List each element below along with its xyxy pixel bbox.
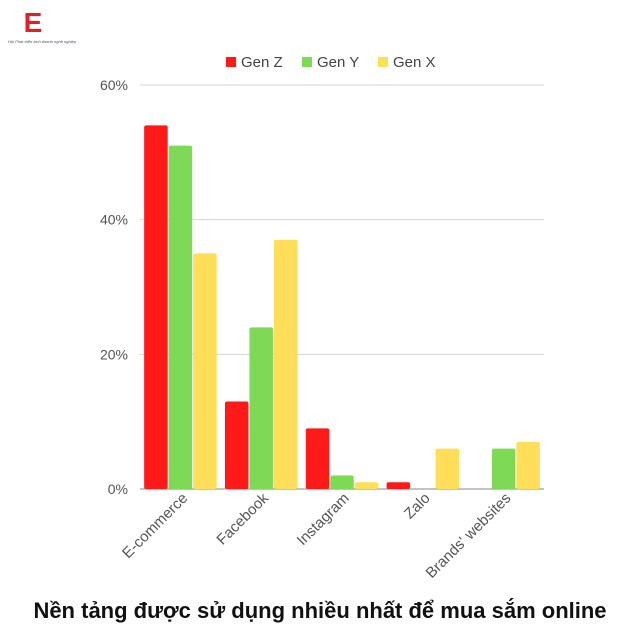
chart-legend: Gen Z Gen Y Gen X <box>226 54 436 71</box>
bar <box>193 253 217 489</box>
chart-bars <box>144 125 540 490</box>
y-tick-label: 0% <box>108 481 128 497</box>
x-tick-label: Instagram <box>294 490 353 549</box>
bar <box>516 441 540 489</box>
logo-e-icon: E <box>24 8 42 38</box>
bar <box>386 482 411 489</box>
bar <box>273 239 298 489</box>
logo-tagline: Hội Phát triển kinh doanh nghề nghiệp <box>8 39 77 44</box>
bar <box>168 145 193 489</box>
legend-label: Gen X <box>393 54 436 71</box>
legend-swatch <box>226 57 236 67</box>
y-tick-label: 20% <box>100 346 128 362</box>
y-tick-label: 60% <box>100 77 128 93</box>
bar <box>491 448 516 489</box>
x-tick-label: Brands' websites <box>423 490 515 582</box>
bar <box>354 482 379 489</box>
brand-logo: E Hội Phát triển kinh doanh nghề nghiệp <box>8 6 76 50</box>
bar <box>330 475 354 489</box>
svg-text:E: E <box>24 8 42 38</box>
legend-swatch <box>378 57 388 67</box>
bar <box>144 125 168 490</box>
bar <box>249 327 273 489</box>
legend-label: Gen Y <box>317 54 359 71</box>
bar-chart: Gen Z Gen Y Gen X 0% 20% 40% 60% E-commerce Fa… <box>100 54 544 582</box>
x-tick-label: Facebook <box>213 489 272 548</box>
y-axis-ticks: 0% 20% 40% 60% <box>100 77 128 497</box>
bar <box>305 428 330 489</box>
chart-caption: Nền tảng được sử dụng nhiều nhất để mua … <box>33 598 607 623</box>
y-tick-label: 40% <box>100 212 128 228</box>
legend-label: Gen Z <box>241 54 283 71</box>
legend-swatch <box>302 57 312 67</box>
x-tick-label: Zalo <box>401 490 434 523</box>
x-tick-label: E-commerce <box>119 490 191 562</box>
bar <box>224 401 249 489</box>
bar <box>435 448 460 489</box>
